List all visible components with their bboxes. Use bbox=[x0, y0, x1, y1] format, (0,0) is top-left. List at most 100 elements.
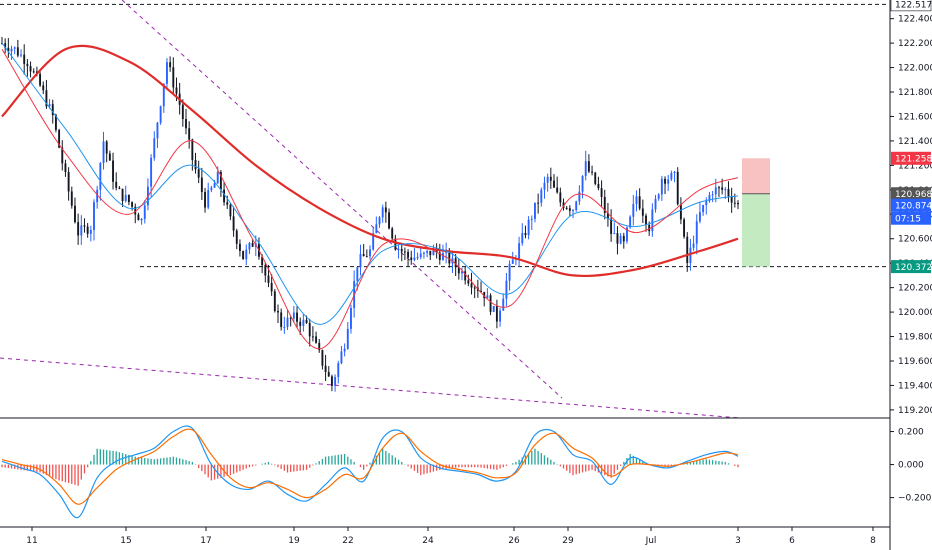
oscillator-pane[interactable] bbox=[1, 425, 739, 519]
candle-body[interactable] bbox=[296, 312, 298, 322]
candle-body[interactable] bbox=[426, 250, 429, 253]
candle-body[interactable] bbox=[277, 311, 279, 313]
candle-body[interactable] bbox=[204, 192, 206, 208]
candle-body[interactable] bbox=[315, 336, 318, 343]
candle-body[interactable] bbox=[153, 138, 156, 158]
candle-body[interactable] bbox=[134, 206, 137, 215]
candle-body[interactable] bbox=[432, 248, 435, 256]
candle-body[interactable] bbox=[143, 205, 146, 219]
candle-body[interactable] bbox=[280, 312, 283, 328]
candle-body[interactable] bbox=[622, 235, 625, 242]
candle-body[interactable] bbox=[372, 233, 375, 250]
candle-body[interactable] bbox=[124, 194, 127, 202]
candle-body[interactable] bbox=[219, 171, 222, 190]
candle-body[interactable] bbox=[359, 254, 362, 268]
candle-body[interactable] bbox=[689, 247, 692, 264]
candle-body[interactable] bbox=[365, 256, 368, 258]
candle-body[interactable] bbox=[384, 207, 387, 213]
candle-body[interactable] bbox=[413, 257, 416, 261]
candle-body[interactable] bbox=[4, 43, 7, 48]
candle-body[interactable] bbox=[105, 141, 108, 154]
candle-body[interactable] bbox=[356, 267, 359, 281]
candle-body[interactable] bbox=[13, 47, 16, 49]
candle-body[interactable] bbox=[470, 283, 473, 288]
candle-body[interactable] bbox=[245, 249, 248, 260]
candle-body[interactable] bbox=[410, 257, 413, 261]
candle-body[interactable] bbox=[264, 265, 267, 276]
candle-body[interactable] bbox=[581, 175, 584, 192]
moving-average-ma-slow[interactable] bbox=[1, 44, 739, 278]
candle-body[interactable] bbox=[29, 66, 32, 72]
candle-body[interactable] bbox=[683, 219, 686, 237]
candle-body[interactable] bbox=[660, 178, 663, 195]
candle-body[interactable] bbox=[235, 230, 238, 244]
candle-body[interactable] bbox=[226, 202, 229, 205]
candle-body[interactable] bbox=[695, 221, 698, 244]
candle-body[interactable] bbox=[568, 208, 571, 211]
candle-body[interactable] bbox=[438, 252, 441, 260]
candle-body[interactable] bbox=[267, 275, 270, 283]
candle-body[interactable] bbox=[391, 228, 394, 239]
candle-body[interactable] bbox=[229, 204, 232, 217]
candle-body[interactable] bbox=[172, 67, 175, 88]
candle-body[interactable] bbox=[676, 171, 679, 205]
candle-body[interactable] bbox=[302, 319, 305, 326]
candle-body[interactable] bbox=[232, 216, 235, 231]
candle-body[interactable] bbox=[527, 219, 530, 236]
candle-body[interactable] bbox=[403, 251, 406, 253]
signal-line[interactable] bbox=[1, 428, 739, 505]
candle-body[interactable] bbox=[508, 263, 511, 281]
candle-body[interactable] bbox=[480, 290, 482, 292]
candle-body[interactable] bbox=[51, 104, 54, 116]
candle-body[interactable] bbox=[23, 54, 26, 64]
candle-body[interactable] bbox=[318, 342, 321, 351]
candle-body[interactable] bbox=[419, 253, 422, 258]
candle-body[interactable] bbox=[131, 202, 134, 207]
candle-body[interactable] bbox=[58, 129, 61, 148]
candle-body[interactable] bbox=[292, 312, 295, 319]
candle-body[interactable] bbox=[197, 169, 200, 178]
candle-body[interactable] bbox=[600, 188, 603, 197]
candle-body[interactable] bbox=[591, 171, 594, 173]
candle-body[interactable] bbox=[299, 321, 302, 326]
candle-body[interactable] bbox=[457, 267, 460, 274]
candle-body[interactable] bbox=[638, 196, 641, 209]
candle-body[interactable] bbox=[223, 189, 226, 203]
candle-body[interactable] bbox=[651, 209, 654, 232]
candle-body[interactable] bbox=[48, 104, 51, 107]
candle-body[interactable] bbox=[626, 227, 628, 242]
position-target-zone[interactable] bbox=[742, 193, 770, 267]
candle-body[interactable] bbox=[549, 176, 552, 181]
candle-body[interactable] bbox=[175, 87, 178, 94]
candle-body[interactable] bbox=[181, 104, 184, 120]
candle-body[interactable] bbox=[346, 328, 349, 349]
candle-body[interactable] bbox=[711, 194, 714, 196]
candle-body[interactable] bbox=[20, 54, 22, 56]
candle-body[interactable] bbox=[698, 212, 701, 222]
candle-body[interactable] bbox=[645, 215, 647, 225]
candle-body[interactable] bbox=[619, 235, 622, 244]
candle-body[interactable] bbox=[673, 171, 676, 174]
candle-body[interactable] bbox=[502, 298, 505, 311]
candle-body[interactable] bbox=[150, 157, 153, 187]
candle-body[interactable] bbox=[74, 205, 76, 223]
candle-body[interactable] bbox=[369, 249, 371, 257]
candle-body[interactable] bbox=[521, 233, 524, 244]
candle-body[interactable] bbox=[159, 106, 162, 123]
candle-body[interactable] bbox=[248, 243, 251, 250]
candle-body[interactable] bbox=[613, 233, 616, 235]
candle-body[interactable] bbox=[7, 47, 10, 52]
candle-body[interactable] bbox=[86, 226, 89, 234]
candle-body[interactable] bbox=[597, 183, 600, 189]
candle-body[interactable] bbox=[543, 182, 546, 190]
candle-body[interactable] bbox=[714, 187, 717, 195]
candle-body[interactable] bbox=[162, 83, 165, 107]
candle-body[interactable] bbox=[99, 163, 102, 190]
candle-body[interactable] bbox=[54, 115, 57, 130]
candle-body[interactable] bbox=[429, 250, 432, 256]
candle-body[interactable] bbox=[648, 224, 651, 232]
candle-body[interactable] bbox=[388, 212, 390, 229]
candle-body[interactable] bbox=[191, 139, 194, 160]
candle-body[interactable] bbox=[629, 216, 632, 228]
